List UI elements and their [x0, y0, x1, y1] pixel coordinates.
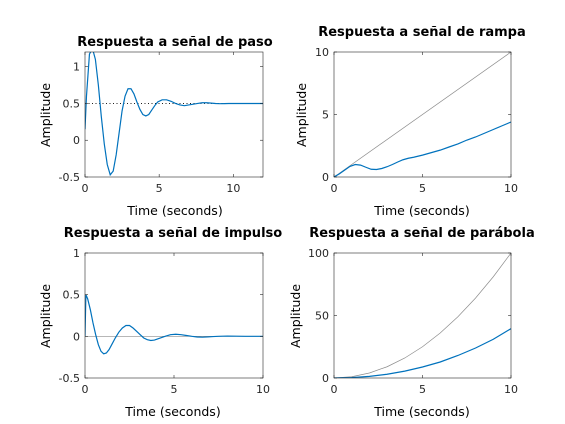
subplot-impulse-response: Respuesta a señal de impulso Time (secon…	[38, 226, 282, 419]
response-series-line	[334, 121, 511, 177]
y-axis-label: Amplitude	[294, 83, 309, 147]
x-tick-label: 0	[82, 182, 89, 195]
x-tick-label: 10	[256, 383, 270, 396]
chart-title: Respuesta a señal de impulso	[64, 226, 282, 241]
reference-input-line	[334, 52, 511, 177]
y-tick-label: 0	[73, 330, 80, 343]
y-axis-label: Amplitude	[38, 83, 53, 147]
response-series-line	[85, 52, 263, 177]
y-tick-label: 0	[322, 372, 329, 385]
x-tick-label: 10	[226, 182, 240, 195]
x-tick-label: 10	[504, 182, 518, 195]
chart-title: Respuesta a señal de rampa	[318, 25, 526, 40]
x-tick-label: 5	[171, 383, 178, 396]
x-tick-label: 10	[504, 383, 518, 396]
x-axis-label: Time (seconds)	[126, 203, 222, 218]
response-series-line	[85, 294, 263, 355]
x-tick-label: 5	[419, 182, 426, 195]
x-axis-label: Time (seconds)	[373, 203, 469, 218]
y-tick-label: -0.5	[59, 372, 80, 385]
x-tick-label: 0	[331, 182, 338, 195]
x-tick-label: 5	[156, 182, 163, 195]
y-tick-label: 0	[322, 171, 329, 184]
x-axis-label: Time (seconds)	[373, 404, 469, 419]
x-axis-label: Time (seconds)	[124, 404, 220, 419]
y-tick-label: 1	[73, 247, 80, 260]
subplot-step-response: Respuesta a señal de paso Time (seconds)…	[38, 35, 273, 218]
y-axis-label: Amplitude	[38, 284, 53, 348]
y-tick-label: 0.5	[63, 289, 81, 302]
axes-frame	[84, 51, 264, 178]
y-axis-label: Amplitude	[288, 284, 303, 348]
x-tick-label: 0	[82, 383, 89, 396]
y-tick-label: 100	[308, 247, 329, 260]
y-tick-label: -0.5	[59, 171, 80, 184]
x-tick-label: 0	[331, 383, 338, 396]
chart-title: Respuesta a señal de paso	[77, 35, 273, 50]
axes-frame	[333, 252, 512, 379]
y-tick-label: 0.5	[63, 97, 81, 110]
y-tick-label: 10	[315, 46, 329, 59]
axes-frame	[84, 252, 264, 379]
response-series-line	[334, 328, 511, 378]
reference-input-line	[334, 253, 511, 378]
y-tick-label: 1	[73, 61, 80, 74]
subplot-parabola-response: Respuesta a señal de parábola Time (seco…	[288, 226, 535, 419]
y-tick-label: 5	[322, 109, 329, 122]
subplot-ramp-response: Respuesta a señal de rampa Time (seconds…	[294, 25, 526, 218]
x-tick-label: 5	[419, 383, 426, 396]
y-tick-label: 50	[315, 310, 329, 323]
chart-title: Respuesta a señal de parábola	[309, 226, 534, 241]
y-tick-label: 0	[73, 134, 80, 147]
